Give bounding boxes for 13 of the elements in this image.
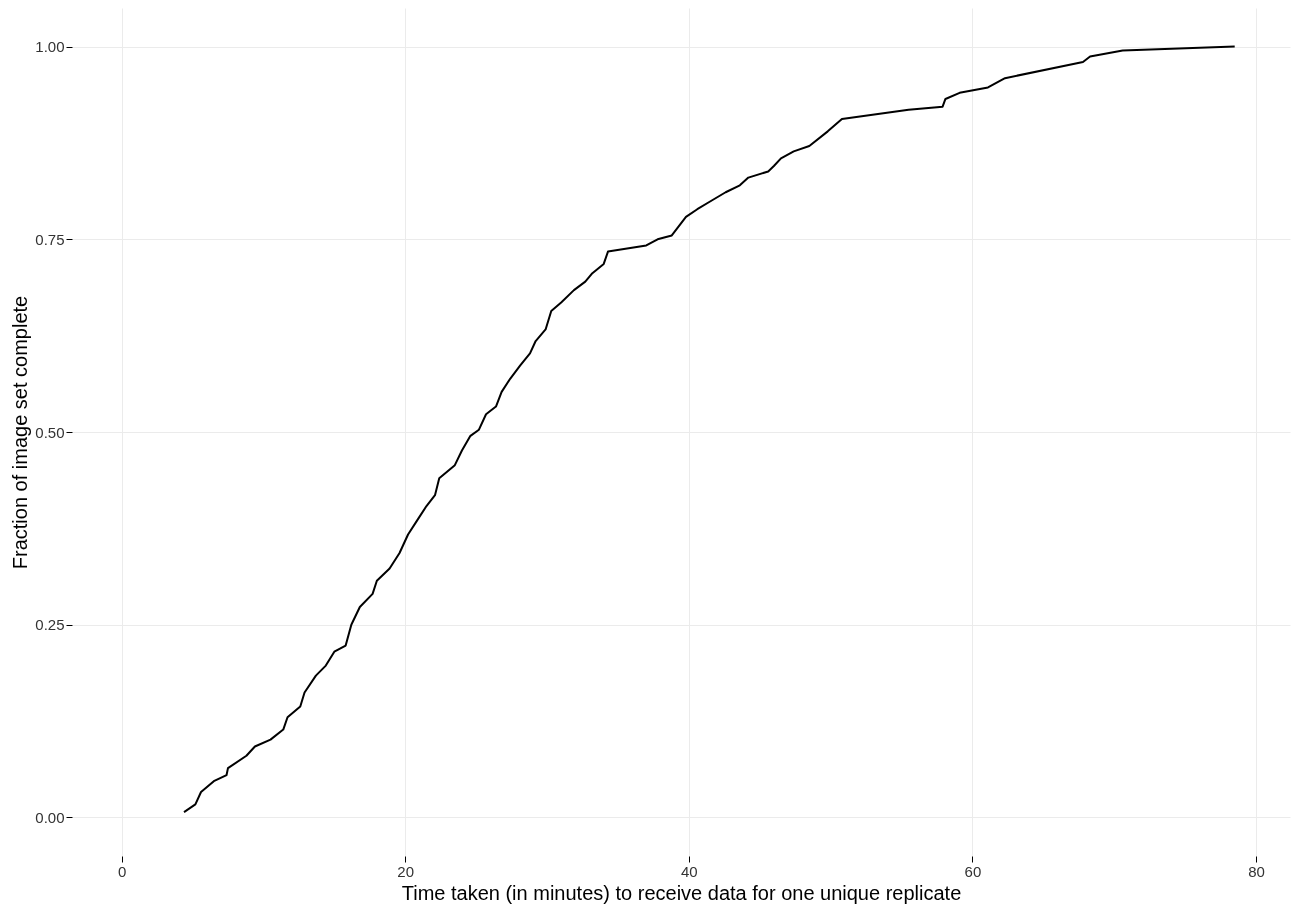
y-tick-label: 0.50 bbox=[35, 423, 65, 441]
y-tick-label: 0.25 bbox=[35, 616, 65, 634]
x-tick-label: 80 bbox=[1248, 862, 1265, 880]
x-tick-label: 40 bbox=[680, 862, 698, 880]
x-tick-label: 60 bbox=[964, 862, 982, 880]
x-axis-title: Time taken (in minutes) to receive data for one unique replicate bbox=[401, 881, 962, 904]
x-tick-label: 20 bbox=[397, 862, 415, 880]
y-axis-title: Fraction of image set complete bbox=[9, 295, 32, 570]
y-tick-label: 0.00 bbox=[35, 808, 65, 826]
line-series bbox=[183, 45, 1236, 814]
y-tick-label: 0.75 bbox=[35, 230, 65, 248]
y-tick-label: 1.00 bbox=[35, 38, 65, 56]
x-tick-label: 0 bbox=[117, 862, 127, 880]
